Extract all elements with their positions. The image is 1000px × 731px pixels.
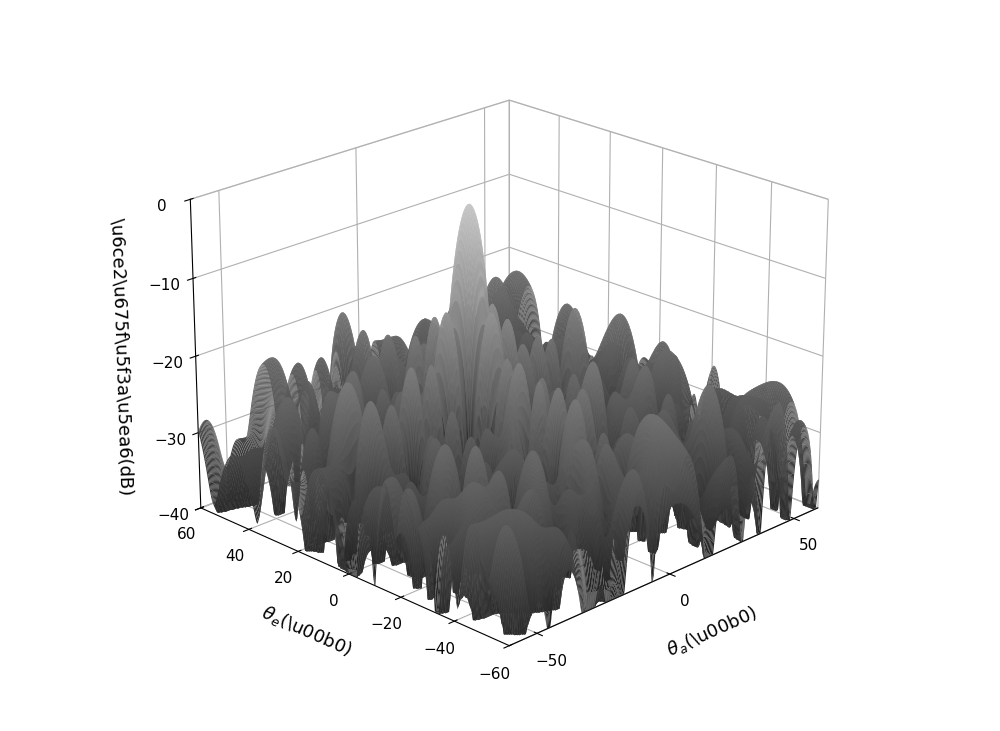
Y-axis label: $\theta_e$(\u00b0): $\theta_e$(\u00b0) — [258, 602, 355, 661]
X-axis label: $\theta_a$(\u00b0): $\theta_a$(\u00b0) — [663, 602, 760, 661]
